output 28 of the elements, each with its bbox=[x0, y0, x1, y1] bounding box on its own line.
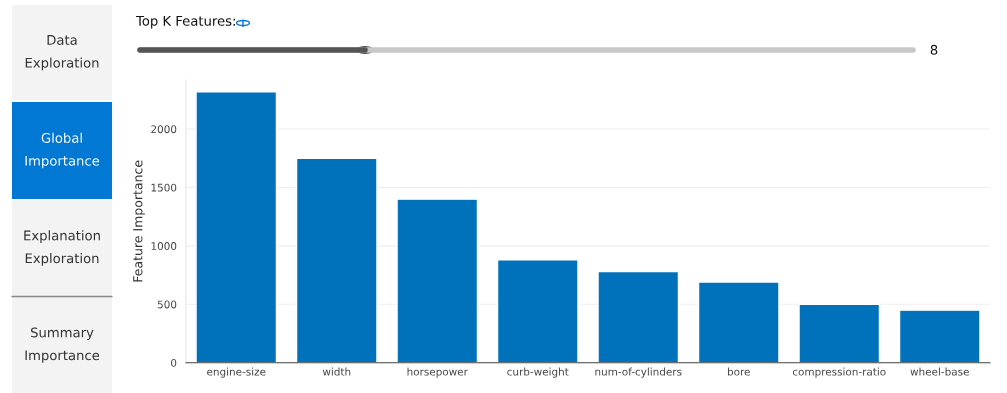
y-tick-label: 1000 bbox=[151, 242, 177, 250]
y-tick-label: 500 bbox=[157, 300, 177, 309]
text: Explanation Exploration bbox=[24, 230, 100, 266]
text: 8 bbox=[930, 44, 938, 55]
x-tick-label: bore bbox=[727, 367, 750, 376]
x-tick-label: width bbox=[322, 367, 351, 376]
y-axis-title: Feature Importance bbox=[133, 160, 145, 282]
text: Data Exploration bbox=[25, 35, 99, 71]
bar bbox=[898, 309, 981, 363]
y-tick-label: 1500 bbox=[151, 183, 177, 192]
x-tick-label: compression-ratio bbox=[792, 367, 886, 378]
text: Summary Importance bbox=[25, 327, 100, 363]
bar bbox=[597, 270, 680, 363]
text: Global Importance bbox=[25, 132, 100, 169]
text: Top K Features: bbox=[135, 16, 235, 29]
bar bbox=[496, 259, 579, 363]
bar bbox=[396, 198, 479, 363]
bar bbox=[195, 90, 278, 363]
y-tick-label: 0 bbox=[171, 358, 177, 367]
bar bbox=[697, 281, 780, 363]
x-tick-label: wheel-base bbox=[910, 367, 969, 376]
x-tick-label: curb-weight bbox=[507, 367, 569, 378]
x-tick-label: num-of-cylinders bbox=[595, 367, 682, 378]
x-tick-label: horsepower bbox=[407, 367, 468, 378]
y-tick-label: 2000 bbox=[151, 125, 177, 134]
x-tick-label: engine-size bbox=[207, 367, 266, 378]
bar bbox=[798, 303, 881, 363]
bar bbox=[295, 157, 378, 363]
